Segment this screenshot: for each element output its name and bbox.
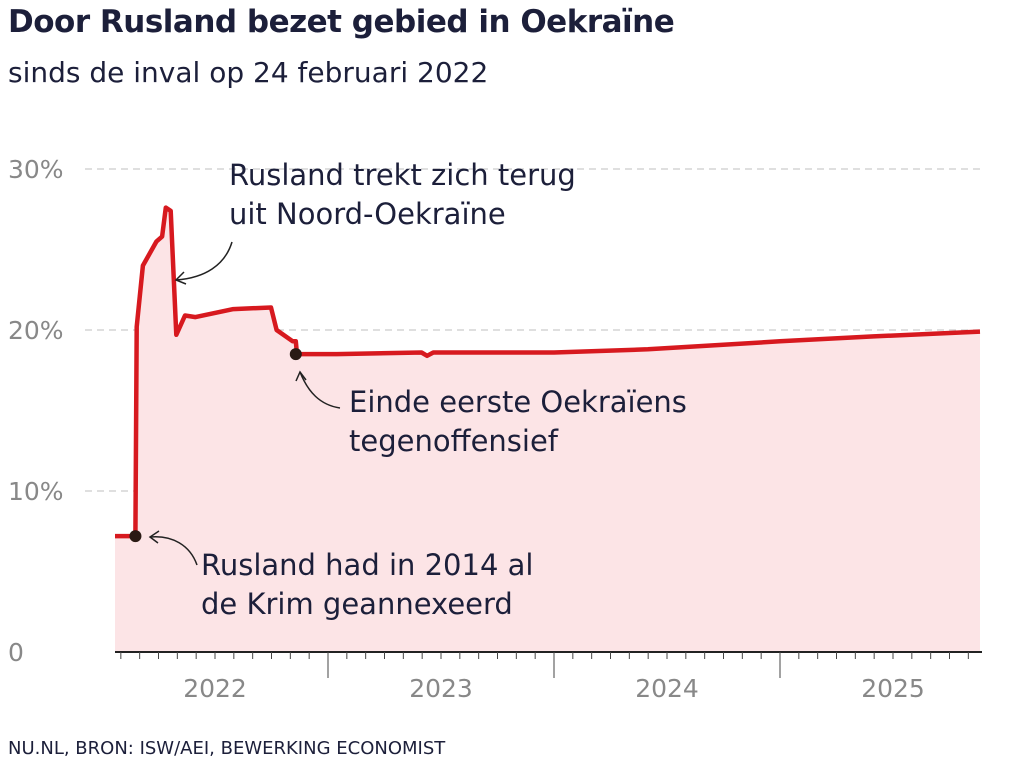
y-tick-label: 30% [8,155,64,184]
annotation-point [289,348,302,361]
annotation-crimea-1: Rusland had in 2014 al [201,548,533,582]
series-line [115,205,981,539]
y-tick-label: 20% [8,316,64,345]
chart-subtitle: sinds de inval op 24 februari 2022 [8,56,489,89]
arrow-north-head [174,271,187,285]
x-tick-label: 2022 [183,674,247,703]
arrow-north [175,241,233,281]
annotation-north-2: uit Noord-Oekraïne [229,197,506,231]
x-tick-label: 2023 [409,674,473,703]
arrow-crimea-head [148,530,160,544]
x-tick-label: 2025 [861,674,925,703]
annotation-crimea-2: de Krim geannexeerd [201,587,513,621]
annotation-offensive-2: tegenoffensief [349,424,559,458]
area-fill [115,207,980,652]
y-tick-label: 0 [8,638,24,667]
arrow-crimea [149,536,198,566]
annotation-offensive-1: Einde eerste Oekraïens [349,385,687,419]
annotation-north-1: Rusland trekt zich terug [229,158,576,192]
arrow-offensive [299,371,341,409]
source-note: NU.NL, BRON: ISW/AEI, BEWERKING ECONOMIS… [8,738,446,759]
arrow-offensive-head [295,370,307,382]
y-tick-label: 10% [8,477,64,506]
annotation-point [129,530,142,543]
chart-title: Door Rusland bezet gebied in Oekraïne [8,4,675,40]
x-tick-label: 2024 [635,674,699,703]
